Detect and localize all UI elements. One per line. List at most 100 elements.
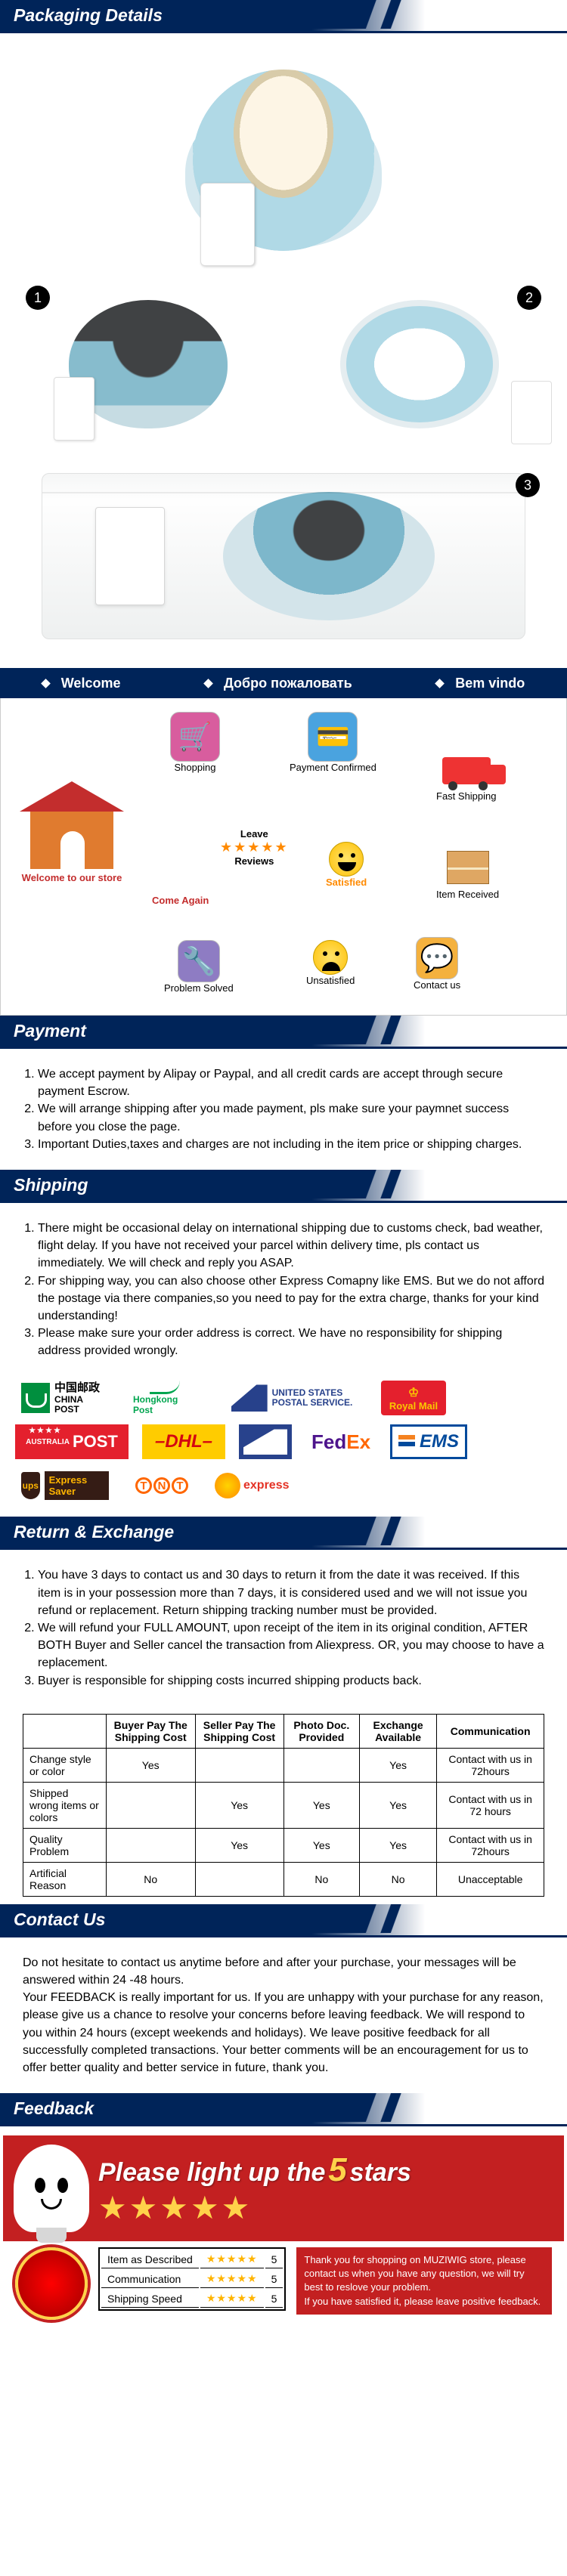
- rex-header-row: Buyer Pay The Shipping Cost Seller Pay T…: [23, 1714, 544, 1748]
- node-fastship: Fast Shipping: [436, 757, 497, 802]
- aus-l1: AUSTRALIA: [26, 1438, 70, 1446]
- rex-col-3: Photo Doc. Provided: [284, 1714, 359, 1748]
- welcome-ru-text: Добро пожаловать: [224, 676, 352, 691]
- dsr-5: 5: [265, 2290, 284, 2308]
- purchase-flow-diagram: Welcome to our store 🛒Shopping 💳Payment …: [0, 698, 567, 1016]
- payment-item-3: Important Duties,taxes and charges are n…: [38, 1136, 544, 1153]
- wig-inside-image: [340, 300, 499, 428]
- c: [195, 1748, 284, 1782]
- c: Shipped wrong items or colors: [23, 1782, 107, 1828]
- payment-text: We accept payment by Alipay or Paypal, a…: [0, 1058, 567, 1170]
- poly-bag: [42, 473, 525, 639]
- carrier-logos: 中国邮政CHINA POST Hongkong Post UNITED STAT…: [0, 1376, 567, 1517]
- rex-col-0: [23, 1714, 107, 1748]
- c: Yes: [359, 1828, 436, 1862]
- c: Contact with us in 72hours: [437, 1828, 544, 1862]
- welcome-en: Welcome: [42, 676, 121, 691]
- hk-post-logo: Hongkong Post: [127, 1381, 203, 1415]
- fedex-ex: Ex: [346, 1430, 370, 1454]
- shipping-item-2: For shipping way, you can also choose ot…: [38, 1273, 544, 1325]
- welcome-en-text: Welcome: [61, 676, 121, 691]
- hk-post-text: Hongkong Post: [133, 1394, 197, 1415]
- feedback-detail-row: Item as Described★★★★★5 Communication★★★…: [0, 2241, 567, 2335]
- solved-label: Problem Solved: [164, 982, 234, 994]
- node-comeagain: Come Again: [152, 895, 209, 906]
- rex-col-1: Buyer Pay The Shipping Cost: [106, 1714, 195, 1748]
- diamond-icon: [203, 679, 213, 688]
- rex-col-5: Communication: [437, 1714, 544, 1748]
- fb-stars: ★★★★★: [98, 2190, 252, 2225]
- received-label: Item Received: [436, 889, 499, 900]
- pkg-view-2: 2: [291, 280, 547, 449]
- diamond-icon: [435, 679, 445, 688]
- usps-l2: POSTAL SERVICE.: [272, 1398, 353, 1408]
- shipping-title: Shipping: [14, 1175, 88, 1195]
- rex-row-1: Change style or colorYesYesContact with …: [23, 1748, 544, 1782]
- rex-row-3: Quality ProblemYesYesYesContact with us …: [23, 1828, 544, 1862]
- return-list: You have 3 days to contact us and 30 day…: [23, 1566, 544, 1689]
- c: No: [284, 1862, 359, 1896]
- node-received: Item Received: [436, 851, 499, 900]
- c: Yes: [359, 1782, 436, 1828]
- shipping-header: Shipping: [0, 1170, 567, 1203]
- dsr-stars: ★★★★★: [200, 2250, 264, 2268]
- aliex-text: express: [243, 1479, 290, 1492]
- shipping-item-1: There might be occasional delay on inter…: [38, 1220, 544, 1273]
- payment-item-1: We accept payment by Alipay or Paypal, a…: [38, 1065, 544, 1100]
- fb-t2: 5: [328, 2151, 346, 2188]
- contact-title: Contact Us: [14, 1910, 105, 1930]
- hang-tag: [200, 183, 255, 266]
- return-item-1: You have 3 days to contact us and 30 day…: [38, 1566, 544, 1619]
- return-title: Return & Exchange: [14, 1522, 174, 1542]
- node-shopping: 🛒Shopping: [170, 712, 220, 773]
- cart-icon: 🛒: [170, 712, 220, 762]
- rex-col-4: Exchange Available: [359, 1714, 436, 1748]
- usps-eagle-logo: [239, 1424, 292, 1459]
- shipping-list: There might be occasional delay on inter…: [23, 1220, 544, 1360]
- packaging-title: Packaging Details: [14, 5, 163, 26]
- payment-item-2: We will arrange shipping after you made …: [38, 1100, 544, 1135]
- return-text: You have 3 days to contact us and 30 day…: [0, 1559, 567, 1705]
- dsr-stars: ★★★★★: [200, 2290, 264, 2308]
- rm-text: Royal Mail: [389, 1400, 438, 1412]
- cn-post-cn: 中国邮政: [54, 1382, 107, 1395]
- contactus-label: Contact us: [414, 979, 460, 991]
- store-house: Welcome to our store: [19, 812, 125, 883]
- aus-l2: POST: [73, 1432, 118, 1452]
- dsr-stars: ★★★★★: [200, 2270, 264, 2288]
- welcome-bar: Welcome Добро пожаловать Bem vindo: [0, 668, 567, 698]
- bulb-icon: [14, 2145, 89, 2232]
- welcome-pt: Bem vindo: [436, 676, 525, 691]
- c: Yes: [284, 1782, 359, 1828]
- ups-shield: ups: [21, 1472, 40, 1499]
- node-satisfied: Satisfied: [326, 842, 367, 888]
- fastship-label: Fast Shipping: [436, 790, 497, 802]
- fb-t3: stars: [350, 2158, 411, 2187]
- welcome-pt-text: Bem vindo: [455, 676, 525, 691]
- rex-row-2: Shipped wrong items or colorsYesYesYesCo…: [23, 1782, 544, 1828]
- node-unsat: Unsatisfied: [306, 940, 355, 986]
- ups-es: Express Saver: [45, 1471, 109, 1500]
- feedback-note: Thank you for shopping on MUZIWIG store,…: [296, 2247, 552, 2315]
- c: Yes: [284, 1828, 359, 1862]
- review-stars: ★★★★★: [220, 840, 289, 855]
- node-reviews: Leave★★★★★Reviews: [220, 828, 289, 867]
- shipping-item-3: Please make sure your order address is c…: [38, 1325, 544, 1359]
- payment-list: We accept payment by Alipay or Paypal, a…: [23, 1065, 544, 1153]
- royalmail-logo: ♔Royal Mail: [381, 1381, 446, 1415]
- c: No: [359, 1862, 436, 1896]
- reviews-label: Reviews: [234, 855, 274, 867]
- smile-icon: [329, 842, 364, 877]
- ali-express-logo: express: [209, 1468, 296, 1503]
- wig-side-image: [69, 300, 228, 428]
- return-header: Return & Exchange: [0, 1517, 567, 1550]
- c: Yes: [106, 1748, 195, 1782]
- payment-header: Payment: [0, 1016, 567, 1049]
- box-icon: [447, 851, 489, 884]
- satisfied-label: Satisfied: [326, 877, 367, 888]
- tnt-logo: TNT: [129, 1468, 195, 1503]
- node-contact: 💬Contact us: [414, 937, 460, 991]
- c: Yes: [359, 1748, 436, 1782]
- ems-logo: EMS: [390, 1424, 467, 1459]
- hang-tag: [54, 377, 94, 441]
